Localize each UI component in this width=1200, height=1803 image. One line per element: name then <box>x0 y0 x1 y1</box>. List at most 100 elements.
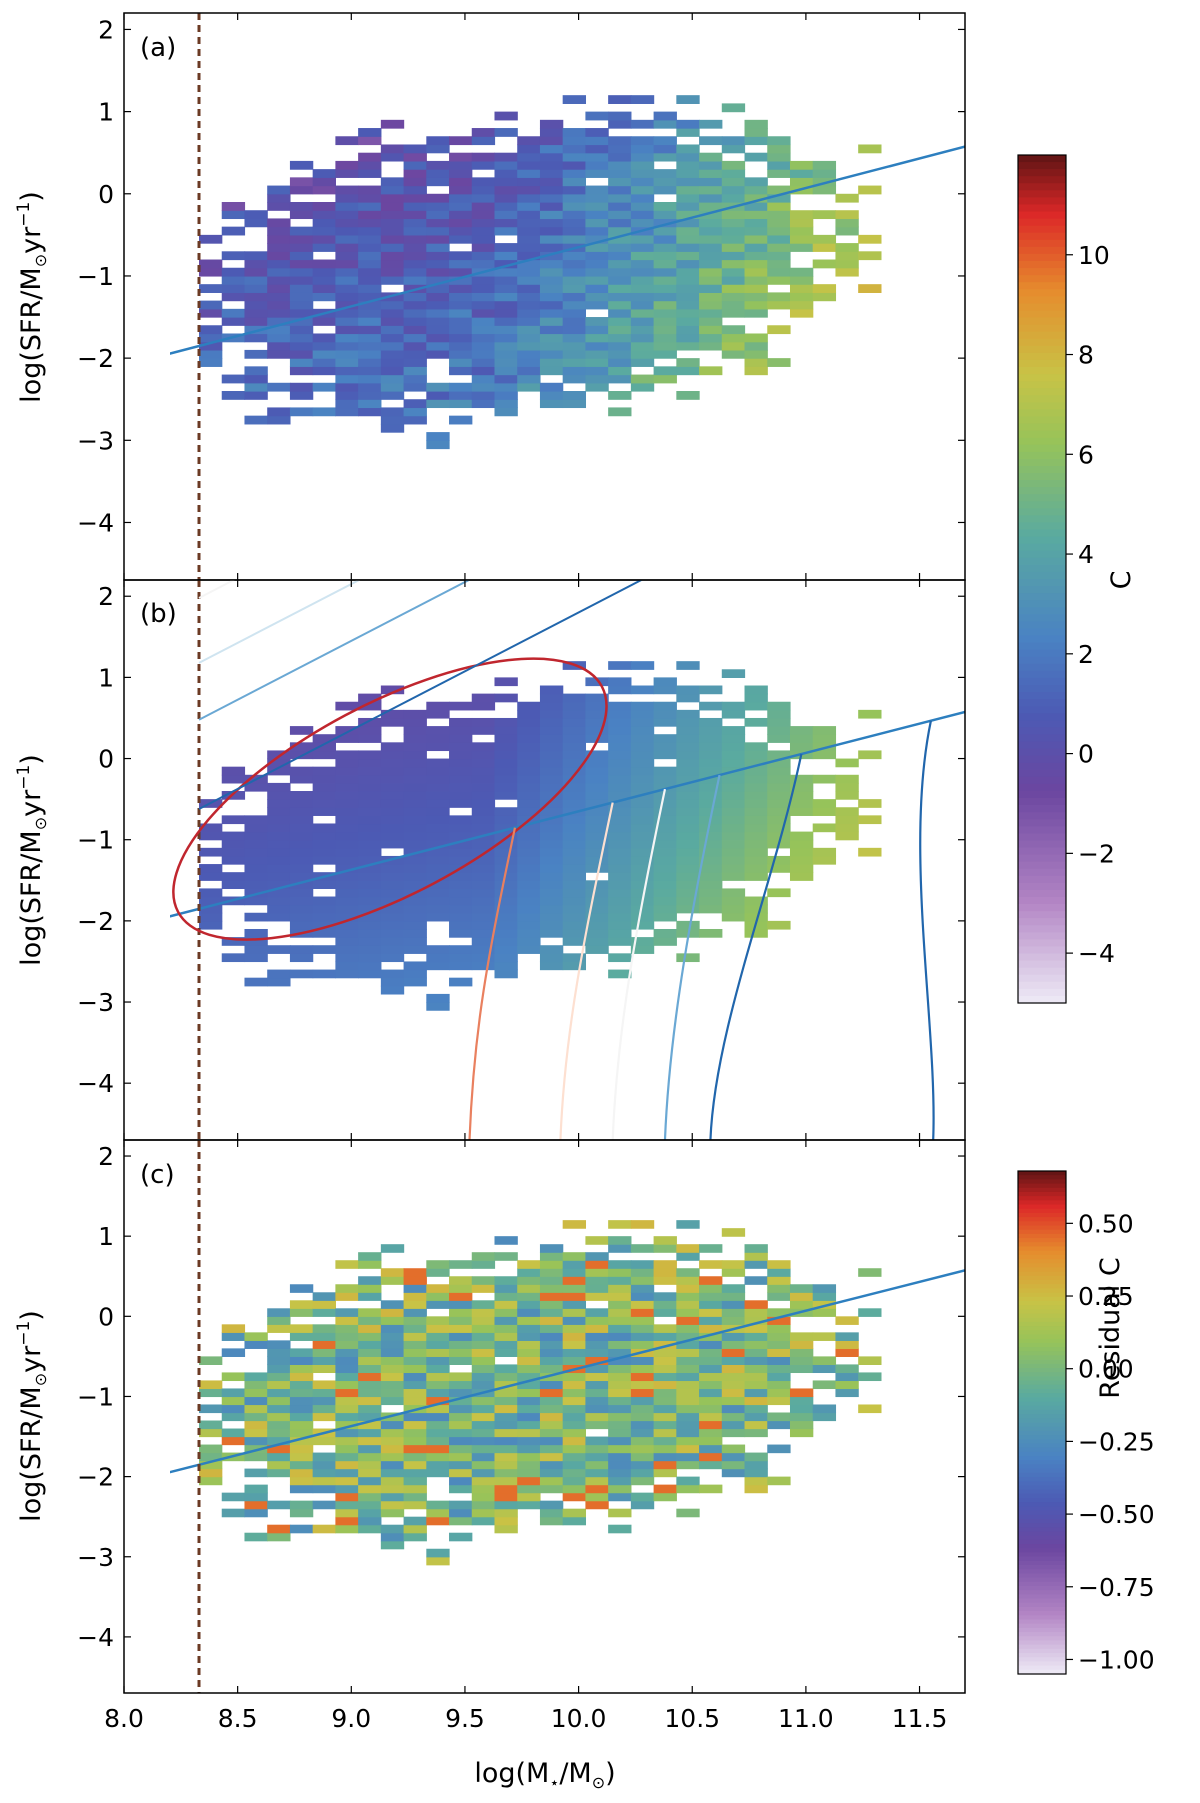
heatmap-cell <box>471 300 496 310</box>
heatmap-cell <box>789 267 814 277</box>
heatmap-cell <box>403 1476 427 1486</box>
overlay-c <box>170 1140 965 1693</box>
heatmap-cell <box>335 758 359 768</box>
colorbar-segment <box>1018 1640 1066 1646</box>
heatmap-cell <box>562 1396 587 1406</box>
colorbar-segment <box>1018 1502 1066 1507</box>
heatmap-cell <box>471 904 496 914</box>
heatmap-cell <box>244 839 268 849</box>
heatmap-cell <box>517 160 541 170</box>
y-tick-label: 1 <box>98 98 114 127</box>
heatmap-cell <box>358 888 382 898</box>
heatmap-cell <box>562 1268 587 1277</box>
heatmap-cell <box>608 701 632 711</box>
heatmap-cell <box>312 259 336 269</box>
heatmap-cell <box>312 341 336 351</box>
heatmap-cell <box>562 391 587 400</box>
heatmap-cell <box>426 251 450 261</box>
heatmap-cell <box>358 799 382 808</box>
heatmap-cell <box>267 1364 291 1374</box>
heatmap-cell <box>517 896 541 906</box>
heatmap-cell <box>221 953 246 963</box>
heatmap-cell <box>721 758 746 768</box>
heatmap-cell <box>199 1444 223 1454</box>
heatmap-cell <box>289 1484 314 1494</box>
heatmap-cell <box>517 1348 541 1357</box>
heatmap-cell <box>244 292 268 302</box>
heatmap-cell <box>585 210 609 220</box>
colorbar-segment <box>1018 494 1066 502</box>
heatmap-cell <box>335 920 359 930</box>
heatmap-cell <box>699 726 723 735</box>
colorbar-segment <box>1018 656 1066 665</box>
main-sequence-fit-line <box>170 145 965 355</box>
colorbar-tick-label: −2 <box>1078 839 1115 868</box>
heatmap-cell <box>630 1460 655 1470</box>
heatmap-cell <box>539 693 564 703</box>
heatmap-cell <box>630 382 655 392</box>
heatmap-cell <box>812 210 837 220</box>
heatmap-cell <box>471 799 496 808</box>
heatmap-cell <box>562 333 587 343</box>
colorbar-tick-label: −1.00 <box>1078 1645 1155 1674</box>
colorbar-segment <box>1018 1539 1066 1545</box>
heatmap-cell <box>471 136 496 146</box>
heatmap-cell <box>676 1252 700 1261</box>
heatmap-cell <box>426 1404 450 1414</box>
heatmap-cell <box>585 726 609 735</box>
heatmap-cell <box>358 1372 382 1382</box>
heatmap-cell <box>585 855 609 865</box>
heatmap-cell <box>835 758 859 768</box>
heatmap-cell <box>494 243 518 252</box>
heatmap-cell <box>335 259 359 269</box>
heatmap-cell <box>380 234 405 244</box>
heatmap-cell <box>403 1284 427 1293</box>
heatmap-cell <box>676 864 700 873</box>
colorbar-segment <box>1018 204 1066 213</box>
heatmap-cell <box>585 349 609 359</box>
heatmap-cell <box>312 1452 336 1462</box>
heatmap-cell <box>221 1412 246 1422</box>
heatmap-cell <box>676 888 700 898</box>
heatmap-cell <box>358 823 382 833</box>
heatmap-cell <box>653 799 677 808</box>
heatmap-cell <box>539 1348 564 1357</box>
heatmap-cell <box>653 774 677 784</box>
colorbar-segment <box>1018 981 1066 990</box>
heatmap-cell <box>539 1276 564 1285</box>
heatmap-cell <box>335 766 359 776</box>
heatmap-cell <box>744 308 768 318</box>
heatmap-cell <box>267 1468 291 1478</box>
heatmap-cell <box>403 1348 427 1357</box>
heatmap-cell <box>608 210 632 220</box>
heatmap-cell <box>335 185 359 195</box>
heatmap-cell <box>630 847 655 857</box>
colorbar-tick-label: −0.50 <box>1078 1500 1155 1529</box>
heatmap-cell <box>676 799 700 808</box>
heatmap-cell <box>199 847 223 857</box>
heatmap-cell <box>335 1492 359 1502</box>
heatmap-cell <box>380 766 405 776</box>
heatmap-cell <box>380 750 405 760</box>
heatmap-cell <box>267 1356 291 1365</box>
heatmap-cell <box>426 1316 450 1325</box>
heatmap-cell <box>199 872 223 881</box>
heatmap-cell <box>380 226 405 236</box>
heatmap-cell <box>449 1292 473 1301</box>
heatmap-cell <box>380 333 405 343</box>
heatmap-cell <box>517 807 541 816</box>
heatmap-cell <box>699 1412 723 1422</box>
heatmap-cell <box>449 251 473 261</box>
heatmap-cell <box>312 896 336 906</box>
heatmap-cell <box>403 251 427 261</box>
colorbar-segment <box>1018 1653 1066 1658</box>
heatmap-cell <box>494 734 518 743</box>
heatmap-cell <box>562 709 587 719</box>
heatmap-cell <box>608 407 632 417</box>
x-axis-label: log(M⋆/M⊙) <box>474 1758 615 1792</box>
heatmap-cell <box>699 1340 723 1349</box>
heatmap-cell <box>630 152 655 162</box>
heatmap-cell <box>562 1380 587 1390</box>
